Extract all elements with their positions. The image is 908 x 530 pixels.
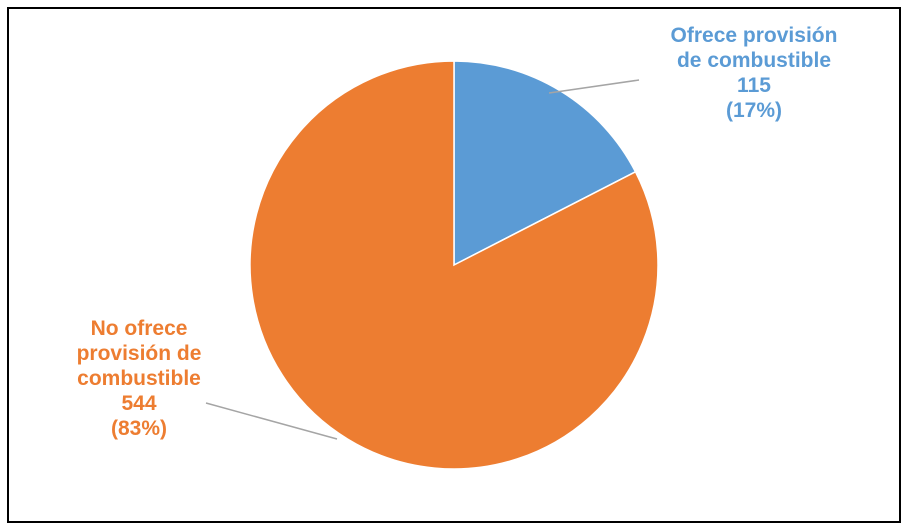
- label-percent: (17%): [726, 99, 782, 122]
- data-label-1: Ofrece provisión de combustible 115 (17%): [671, 24, 838, 122]
- data-label-2: No ofrece provisión de combustible 544 (83%): [77, 317, 202, 440]
- label-name-line: Ofrece provisión: [671, 24, 838, 47]
- leader-lines: [205, 79, 640, 440]
- pie-chart: Ofrece provisión de combustible 115 (17%) No…: [77, 24, 838, 470]
- label-value: 115: [737, 74, 771, 97]
- pie-slice-2: [249, 60, 659, 470]
- pie-slices: [249, 60, 659, 470]
- chart-frame: Ofrece provisión de combustible 115 (17%) No…: [7, 7, 901, 523]
- label-value: 544: [121, 392, 156, 415]
- label-percent: (83%): [111, 417, 167, 440]
- label-name-line: provisión de: [77, 342, 202, 365]
- label-name-line: combustible: [77, 367, 201, 390]
- leader-line-1: [548, 79, 640, 94]
- data-labels: Ofrece provisión de combustible 115 (17%) No…: [77, 24, 838, 440]
- label-name-line: de combustible: [677, 49, 831, 72]
- label-name-line: No ofrece: [91, 317, 188, 340]
- leader-line-2: [205, 402, 338, 440]
